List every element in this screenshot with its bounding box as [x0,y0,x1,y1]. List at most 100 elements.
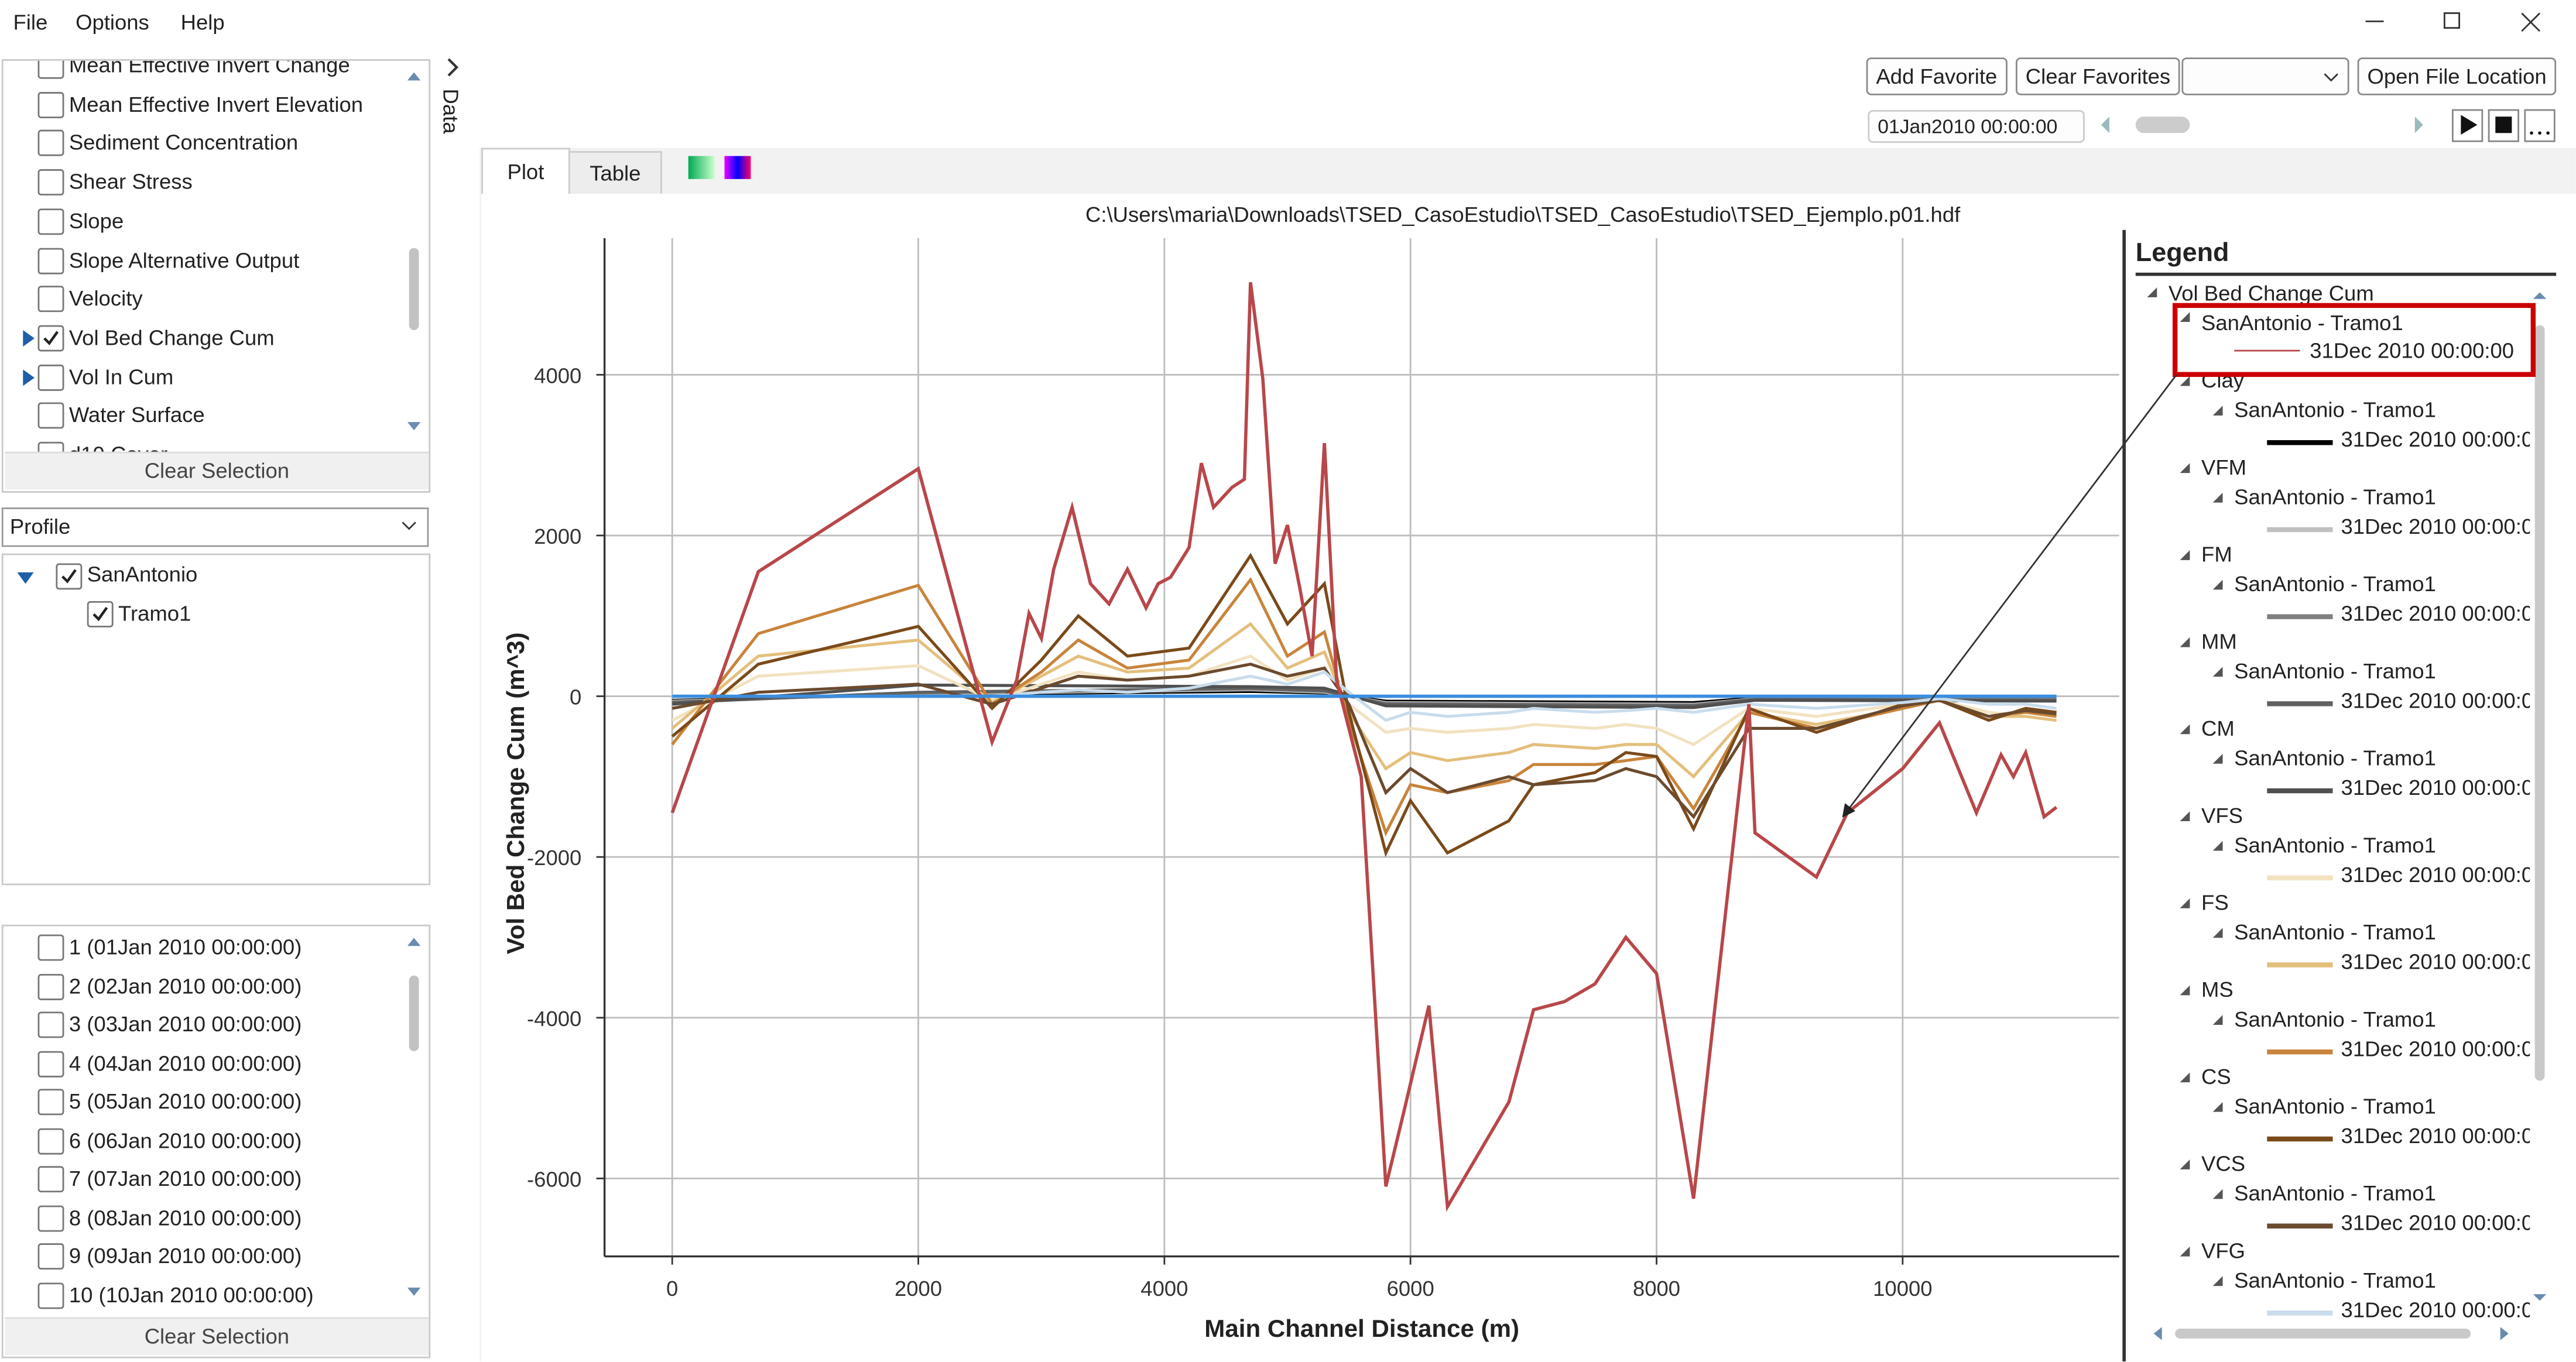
checkbox[interactable] [37,91,64,118]
menu-help[interactable]: Help [180,9,225,35]
time-field[interactable]: 01Jan2010 00:00:00 [1868,110,2085,143]
legend-expander[interactable] [2180,550,2190,560]
legend-group: CS [2201,1064,2231,1089]
variable-item[interactable]: Vol In Cum [68,363,174,389]
checkbox[interactable] [37,973,64,1000]
legend-expander[interactable] [2180,1159,2190,1169]
legend-expander[interactable] [2212,753,2223,764]
tree-expander[interactable] [23,369,35,386]
tree-river: SanAntonio [87,561,198,586]
checkbox[interactable] [37,325,64,352]
legend-expander[interactable] [2180,376,2190,386]
clear-favorites-button[interactable]: Clear Favorites [2015,57,2180,95]
playback-controls[interactable] [2095,108,2571,145]
colormap-icons[interactable] [687,155,756,181]
time-item[interactable]: 8 (08Jan 2010 00:00:00) [68,1205,302,1230]
checkbox[interactable] [37,1089,64,1116]
variable-item[interactable]: Water Surface [68,403,205,428]
legend-expander[interactable] [2212,840,2223,851]
checkbox[interactable] [37,363,64,390]
checkbox[interactable] [37,1011,64,1038]
legend-expander[interactable] [2212,1276,2223,1286]
legend-time: 31Dec 2010 00:00:00 [2341,1036,2530,1061]
time-item[interactable]: 2 (02Jan 2010 00:00:00) [68,973,302,998]
table-tab[interactable]: Table [568,151,662,197]
legend-expander[interactable] [2212,1015,2223,1025]
legend-expander[interactable] [2180,1072,2190,1083]
y-tick-label: 2000 [534,524,581,548]
time-item[interactable]: 4 (04Jan 2010 00:00:00) [68,1050,302,1075]
scrollbar[interactable] [402,64,425,458]
checkbox[interactable] [37,130,64,157]
variable-item[interactable]: Slope [68,208,124,233]
legend-profile: SanAntonio - Tramo1 [2234,832,2436,857]
legend-expander[interactable] [2180,985,2190,996]
favorites-dropdown[interactable] [2181,57,2349,95]
variable-item[interactable]: Shear Stress [68,169,193,194]
legend-expander[interactable] [2212,667,2223,677]
checkbox[interactable] [56,563,83,590]
legend-expander[interactable] [2212,406,2223,416]
checkbox[interactable] [37,1282,64,1308]
time-item[interactable]: 3 (03Jan 2010 00:00:00) [68,1011,302,1037]
checkbox[interactable] [87,601,114,627]
checkbox[interactable] [37,208,64,235]
time-item[interactable]: 10 (10Jan 2010 00:00:00) [68,1282,314,1307]
legend-time: 31Dec 2010 00:00:00 [2341,601,2530,626]
window-controls[interactable] [2349,6,2563,39]
side-tab[interactable]: Data [437,53,470,155]
time-item[interactable]: 1 (01Jan 2010 00:00:00) [68,934,302,959]
open-file-location-button[interactable]: Open File Location [2357,57,2557,95]
checkbox[interactable] [37,934,64,961]
menu-options[interactable]: Options [76,9,149,35]
legend-swatch [2267,788,2333,794]
scrollbar[interactable] [402,929,425,1323]
checkbox[interactable] [37,1243,64,1270]
checkbox[interactable] [37,247,64,274]
checkbox[interactable] [37,60,64,79]
variable-item[interactable]: Sediment Concentration [68,130,299,155]
time-item[interactable]: 9 (09Jan 2010 00:00:00) [68,1243,302,1268]
dropdown-arrow [402,522,416,530]
legend-expander[interactable] [2180,898,2190,908]
legend-expander[interactable] [2212,1102,2223,1112]
clear-selection-button[interactable]: Clear Selection [5,451,429,490]
legend-expander[interactable] [2212,492,2223,503]
legend-expander[interactable] [2180,1246,2190,1257]
legend-group: VFM [2201,455,2247,480]
variable-item[interactable]: Vol Bed Change Cum [68,325,275,350]
legend-expander[interactable] [2212,1189,2223,1199]
legend-expander[interactable] [2180,463,2190,474]
time-item[interactable]: 5 (05Jan 2010 00:00:00) [68,1089,302,1114]
series-line [670,282,2058,1212]
legend-expander[interactable] [2180,811,2190,821]
legend-expander[interactable] [2180,724,2190,735]
legend-expander[interactable] [2180,637,2190,647]
variable-item[interactable]: Slope Alternative Output [68,247,300,272]
checkbox[interactable] [37,1166,64,1193]
legend-expander[interactable] [2212,928,2223,938]
plot-tab[interactable]: Plot [481,147,570,195]
profile-dropdown[interactable]: Profile [1,507,429,547]
tree-expander[interactable] [23,330,35,346]
clear-selection-button[interactable]: Clear Selection [5,1317,429,1355]
checkbox[interactable] [37,1050,64,1077]
y-axis-label: Vol Bed Change Cum (m^3) [502,632,529,954]
menu-file[interactable]: File [13,9,48,35]
time-item[interactable]: 6 (06Jan 2010 00:00:00) [68,1127,302,1152]
legend-group: VFS [2201,803,2243,828]
legend-scrollbars[interactable] [2126,230,2576,1361]
legend-expander[interactable] [2212,579,2223,590]
tree-expander[interactable] [17,572,34,584]
checkbox[interactable] [37,1127,64,1154]
add-favorite-button[interactable]: Add Favorite [1866,57,2008,95]
checkbox[interactable] [37,1205,64,1231]
variable-item[interactable]: Mean Effective Invert Change [68,59,350,77]
variable-item[interactable]: Mean Effective Invert Elevation [68,91,364,116]
variable-item[interactable]: Velocity [68,286,143,311]
legend-expander[interactable] [2147,287,2157,297]
checkbox[interactable] [37,286,64,313]
checkbox[interactable] [37,403,64,430]
checkbox[interactable] [37,169,64,196]
time-item[interactable]: 7 (07Jan 2010 00:00:00) [68,1166,302,1191]
